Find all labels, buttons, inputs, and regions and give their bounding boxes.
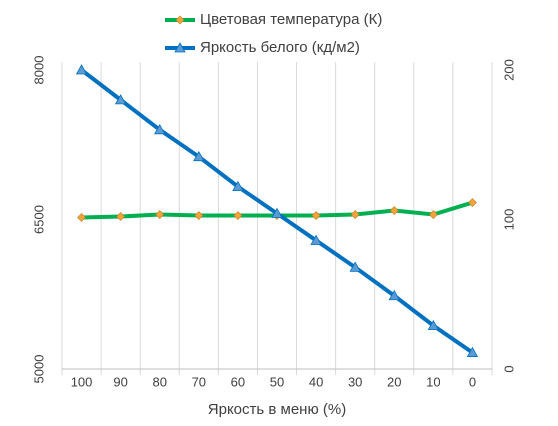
data-point xyxy=(388,289,400,301)
y2-tick-label: 100 xyxy=(501,209,516,231)
y-tick-label: 5000 xyxy=(31,355,46,384)
data-point xyxy=(468,198,477,207)
data-point xyxy=(77,213,86,222)
x-tick-label: 40 xyxy=(309,374,323,389)
data-point xyxy=(389,206,399,215)
x-tick-label: 60 xyxy=(231,374,245,389)
data-point xyxy=(466,346,479,357)
data-point xyxy=(233,211,243,220)
data-point xyxy=(311,211,321,220)
y2-tick-label: 200 xyxy=(501,59,516,81)
data-point xyxy=(232,180,244,192)
legend-marker xyxy=(174,42,186,53)
x-tick-label: 10 xyxy=(426,374,440,389)
data-point xyxy=(271,207,283,218)
data-point xyxy=(428,210,438,219)
y-tick-label: 6500 xyxy=(31,205,46,234)
data-point xyxy=(75,64,88,75)
y-tick-label: 8000 xyxy=(31,56,46,85)
x-tick-label: 90 xyxy=(113,374,127,389)
data-point xyxy=(114,94,127,105)
data-point xyxy=(194,211,204,220)
legend-marker xyxy=(175,15,185,25)
data-point xyxy=(116,212,126,221)
x-tick-label: 70 xyxy=(192,374,206,389)
legend-label: Яркость белого (кд/м2) xyxy=(200,39,360,56)
legend-label: Цветовая температура (К) xyxy=(200,11,382,28)
x-tick-label: 20 xyxy=(387,374,401,389)
data-point xyxy=(427,319,440,331)
x-tick-label: 0 xyxy=(469,374,476,389)
data-point xyxy=(193,150,205,162)
x-tick-label: 30 xyxy=(348,374,362,389)
y2-tick-label: 0 xyxy=(501,365,516,372)
data-point xyxy=(155,210,165,219)
x-tick-label: 100 xyxy=(71,374,93,389)
data-point xyxy=(349,261,361,272)
data-point xyxy=(350,210,360,219)
x-axis-title: Яркость в меню (%) xyxy=(208,401,346,418)
data-point xyxy=(310,234,322,245)
data-point xyxy=(154,123,166,135)
x-tick-label: 80 xyxy=(152,374,166,389)
x-tick-label: 50 xyxy=(270,374,284,389)
